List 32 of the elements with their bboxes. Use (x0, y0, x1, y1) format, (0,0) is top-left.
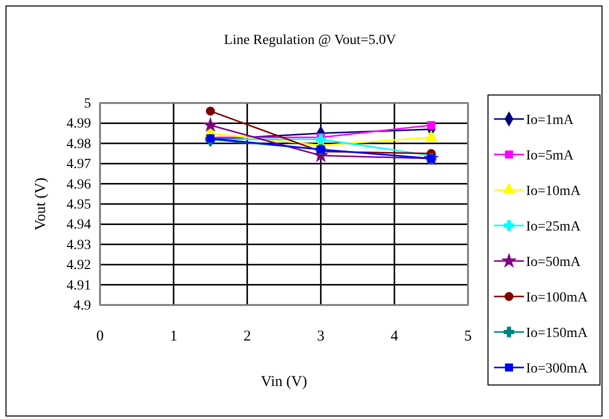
x-axis-title: Vin (V) (260, 374, 308, 390)
y-tick-label: 4.9 (74, 298, 91, 314)
legend-label: Io=150mA (526, 326, 588, 341)
y-axis-title: Vout (V) (33, 178, 49, 230)
x-tick-label: 5 (464, 328, 472, 345)
legend-label: Io=5mA (526, 148, 574, 164)
y-tick-label: 4.91 (66, 278, 91, 294)
y-tick-label: 5 (84, 96, 91, 112)
chart-title: Line Regulation @ Vout=5.0V (224, 33, 396, 48)
legend-label: Io=1mA (526, 113, 574, 128)
x-tick-label: 4 (390, 328, 399, 345)
point (206, 106, 215, 116)
legend-label: Io=25mA (526, 220, 582, 234)
legend-label: Io=50mA (526, 255, 582, 270)
point (427, 121, 436, 130)
y-tick-label: 4.94 (66, 218, 91, 233)
y-tick-label: 4.96 (66, 177, 91, 192)
x-tick-label: 3 (317, 328, 325, 345)
y-tick-label: 4.98 (66, 136, 91, 152)
y-tick-label: 4.95 (66, 197, 91, 212)
x-tick-label: 1 (170, 328, 178, 345)
x-tick-label: 0 (96, 328, 104, 345)
x-tick-label: 2 (243, 328, 251, 345)
y-tick-label: 4.92 (66, 258, 91, 274)
legend-label: Io=300mA (526, 362, 588, 376)
y-tick-label: 4.97 (66, 157, 91, 172)
legend-label: Io=100mA (526, 290, 588, 306)
y-tick-label: 4.99 (66, 116, 91, 132)
legend-label: Io=10mA (526, 184, 582, 199)
point (316, 134, 326, 145)
point (204, 118, 218, 132)
y-tick-label: 4.93 (66, 238, 91, 253)
